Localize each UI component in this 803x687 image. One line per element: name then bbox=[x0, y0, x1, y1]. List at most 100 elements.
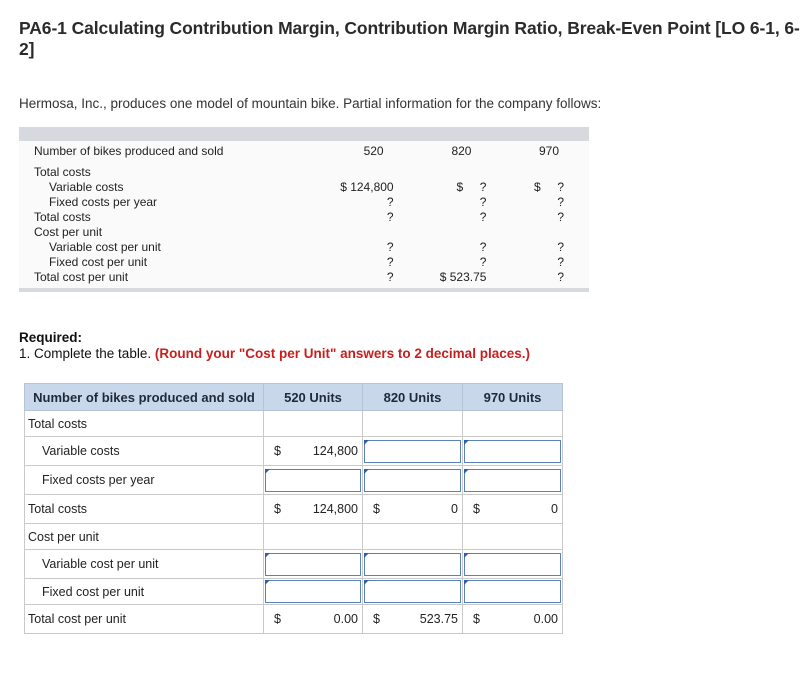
variable-costs-520-value: 124,800 bbox=[312, 444, 358, 458]
header-520-units: 520 Units bbox=[263, 383, 363, 411]
variable-costs-970-cell bbox=[462, 436, 563, 466]
given-row-label: Total costs bbox=[34, 210, 91, 224]
given-row: Variable costs $ 124,800 $ ? $ ? bbox=[19, 180, 589, 195]
row-fixed-cost-per-unit: Fixed cost per unit bbox=[24, 578, 563, 605]
variable-costs-820-input[interactable] bbox=[364, 439, 461, 463]
given-row-label: Fixed costs per year bbox=[49, 195, 158, 209]
fixed-costs-820-cell bbox=[362, 465, 463, 495]
empty-cell bbox=[462, 523, 563, 550]
row-label: Fixed costs per year bbox=[24, 465, 264, 495]
given-cell: ? bbox=[386, 210, 394, 224]
given-cell: ? bbox=[557, 270, 564, 284]
fixed-costs-820-input[interactable] bbox=[364, 468, 461, 492]
given-row-label: Total costs bbox=[34, 165, 91, 179]
total-cpu-520-value: 0.00 bbox=[333, 612, 358, 626]
fixed-cpu-820-input[interactable] bbox=[364, 580, 461, 603]
currency-symbol: $ bbox=[473, 612, 480, 626]
row-label: Variable cost per unit bbox=[24, 549, 264, 579]
fixed-costs-970-input[interactable] bbox=[464, 468, 561, 492]
fixed-costs-520-cell bbox=[263, 465, 363, 495]
row-label: Total cost per unit bbox=[24, 604, 264, 634]
given-cell bbox=[300, 225, 398, 240]
variable-cpu-820-input[interactable] bbox=[364, 552, 461, 576]
currency-symbol: $ bbox=[473, 502, 480, 516]
given-row-label: Fixed cost per unit bbox=[49, 255, 148, 269]
row-label: Total costs bbox=[24, 494, 264, 524]
row-label: Cost per unit bbox=[24, 523, 264, 550]
question-1-text: 1. Complete the table. bbox=[19, 346, 155, 361]
given-row: Total costs bbox=[19, 165, 589, 180]
header-820-units: 820 Units bbox=[362, 383, 463, 411]
row-label: Fixed cost per unit bbox=[24, 578, 264, 605]
given-cell: ? bbox=[479, 195, 487, 209]
required-heading: Required: bbox=[19, 330, 83, 345]
given-cell bbox=[491, 225, 589, 240]
fixed-costs-520-input[interactable] bbox=[265, 468, 361, 492]
given-cell: ? bbox=[386, 255, 394, 269]
given-header-970: 970 bbox=[538, 144, 559, 158]
given-cell: ? bbox=[386, 195, 394, 209]
page-title: PA6-1 Calculating Contribution Margin, C… bbox=[19, 18, 800, 59]
empty-cell bbox=[263, 523, 363, 550]
given-row: Total costs ? ? ? bbox=[19, 210, 589, 225]
answer-header-row: Number of bikes produced and sold 520 Un… bbox=[24, 383, 563, 411]
header-label: Number of bikes produced and sold bbox=[24, 383, 264, 411]
row-total-cost-per-unit: Total cost per unit $0.00 $523.75 $0.00 bbox=[24, 604, 563, 634]
variable-costs-970-input[interactable] bbox=[464, 439, 561, 463]
fixed-costs-970-cell bbox=[462, 465, 563, 495]
given-header-520: 520 bbox=[363, 144, 384, 158]
question-1: 1. Complete the table. (Round your "Cost… bbox=[19, 346, 530, 361]
row-variable-cost-per-unit: Variable cost per unit bbox=[24, 549, 563, 579]
given-header-820: 820 bbox=[451, 144, 472, 158]
total-costs-520-value: 124,800 bbox=[312, 502, 358, 516]
given-cell: ? bbox=[557, 195, 564, 209]
given-cell: ? bbox=[479, 255, 487, 269]
currency-symbol: $ bbox=[274, 612, 281, 626]
currency-symbol: $ bbox=[373, 502, 380, 516]
given-row: Variable cost per unit ? ? ? bbox=[19, 240, 589, 255]
given-header-row: Number of bikes produced and sold 520 82… bbox=[19, 141, 589, 165]
total-costs-970-cell: $0 bbox=[462, 494, 563, 524]
total-cpu-970-value: 0.00 bbox=[533, 612, 558, 626]
empty-cell bbox=[362, 523, 463, 550]
row-total-costs-heading: Total costs bbox=[24, 410, 563, 437]
fixed-cpu-520-input[interactable] bbox=[265, 580, 361, 603]
variable-cpu-520-cell bbox=[263, 549, 363, 579]
given-cell: $ ? bbox=[456, 180, 487, 194]
given-cell: ? bbox=[386, 270, 394, 284]
variable-cpu-820-cell bbox=[362, 549, 463, 579]
answer-table: Number of bikes produced and sold 520 Un… bbox=[24, 383, 563, 634]
row-label: Variable costs bbox=[24, 436, 264, 466]
problem-intro: Hermosa, Inc., produces one model of mou… bbox=[19, 96, 602, 111]
given-row: Fixed cost per unit ? ? ? bbox=[19, 255, 589, 270]
header-970-units: 970 Units bbox=[462, 383, 563, 411]
total-costs-520-cell: $124,800 bbox=[263, 494, 363, 524]
given-row: Fixed costs per year ? ? ? bbox=[19, 195, 589, 210]
row-fixed-costs: Fixed costs per year bbox=[24, 465, 563, 495]
row-total-costs: Total costs $124,800 $0 $0 bbox=[24, 494, 563, 524]
variable-cpu-520-input[interactable] bbox=[265, 552, 361, 576]
given-row-label: Total cost per unit bbox=[34, 270, 129, 284]
fixed-cpu-970-cell bbox=[462, 578, 563, 605]
given-cell: ? bbox=[557, 240, 564, 254]
given-data-table: Number of bikes produced and sold 520 82… bbox=[19, 127, 589, 292]
total-cpu-820-cell: $523.75 bbox=[362, 604, 463, 634]
given-row-label: Variable costs bbox=[49, 180, 124, 194]
given-cell bbox=[491, 165, 589, 180]
given-cell: ? bbox=[386, 240, 394, 254]
variable-cpu-970-cell bbox=[462, 549, 563, 579]
given-cell: $ 124,800 bbox=[340, 180, 394, 194]
given-row: Cost per unit bbox=[19, 225, 589, 240]
fixed-cpu-970-input[interactable] bbox=[464, 580, 561, 603]
given-cell bbox=[399, 225, 492, 240]
total-cpu-820-value: 523.75 bbox=[419, 612, 458, 626]
given-row-label: Cost per unit bbox=[34, 225, 103, 239]
given-header-label: Number of bikes produced and sold bbox=[34, 144, 224, 158]
given-cell: ? bbox=[479, 240, 487, 254]
variable-cpu-970-input[interactable] bbox=[464, 552, 561, 576]
given-cell: $ 523.75 bbox=[439, 270, 487, 284]
given-cell: ? bbox=[557, 210, 564, 224]
given-cell: ? bbox=[557, 255, 564, 269]
given-cell: ? bbox=[479, 210, 487, 224]
variable-costs-820-cell bbox=[362, 436, 463, 466]
